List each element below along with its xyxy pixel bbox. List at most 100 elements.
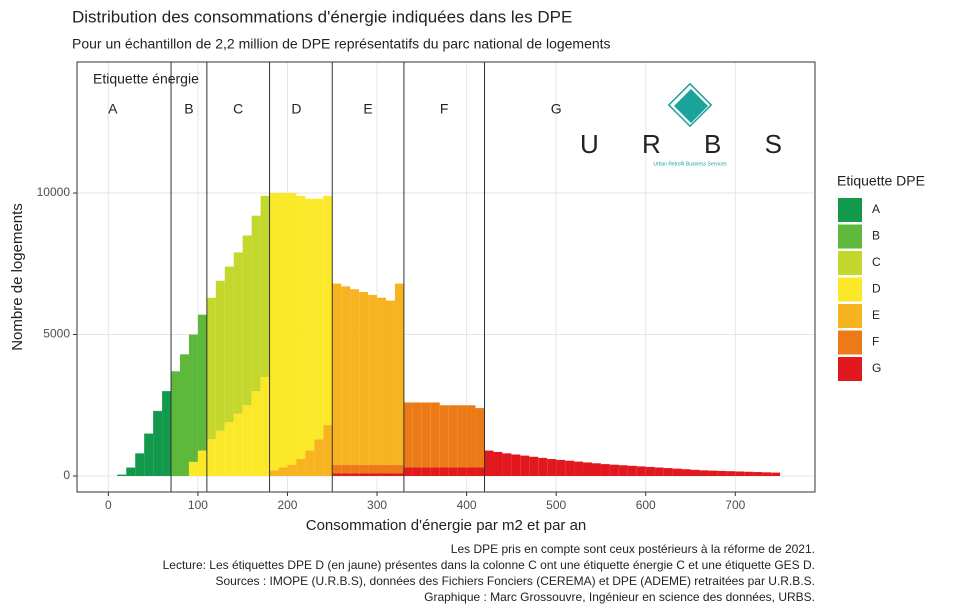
bar bbox=[215, 280, 225, 431]
legend-swatch bbox=[838, 198, 862, 222]
bar bbox=[206, 297, 216, 440]
bar bbox=[394, 464, 404, 474]
bar bbox=[421, 402, 431, 468]
x-tick-label: 600 bbox=[636, 498, 656, 512]
zone-label: C bbox=[233, 101, 243, 117]
bar bbox=[591, 463, 601, 477]
bar bbox=[403, 467, 413, 477]
bar bbox=[242, 405, 252, 477]
logo-outline bbox=[667, 82, 713, 128]
zone-label: E bbox=[363, 101, 372, 117]
bar bbox=[188, 461, 198, 477]
zone-label: D bbox=[291, 101, 301, 117]
x-tick-label: 100 bbox=[188, 498, 208, 512]
bar bbox=[260, 376, 270, 477]
bar bbox=[430, 402, 440, 468]
bar bbox=[394, 473, 404, 477]
bar bbox=[251, 391, 261, 477]
bar bbox=[323, 195, 333, 426]
bar bbox=[493, 451, 503, 477]
bar bbox=[341, 286, 351, 465]
bar bbox=[242, 235, 252, 406]
bar bbox=[645, 466, 655, 477]
bar bbox=[117, 474, 127, 477]
bar bbox=[439, 467, 449, 477]
caption: Lecture: Les étiquettes DPE D (en jaune)… bbox=[163, 558, 815, 572]
bar bbox=[350, 473, 360, 477]
x-tick-label: 400 bbox=[457, 498, 477, 512]
bar bbox=[350, 464, 360, 474]
bar bbox=[565, 460, 575, 477]
bar bbox=[717, 470, 727, 477]
bar bbox=[305, 198, 315, 451]
bar bbox=[323, 425, 333, 477]
bar bbox=[636, 466, 646, 477]
bar bbox=[484, 450, 494, 477]
legend-label: C bbox=[872, 255, 881, 269]
y-tick-label: 5000 bbox=[43, 327, 70, 341]
bar bbox=[179, 354, 189, 477]
bar bbox=[699, 470, 709, 477]
y-tick-label: 0 bbox=[63, 468, 70, 482]
bar bbox=[421, 467, 431, 477]
x-tick-label: 200 bbox=[277, 498, 297, 512]
bar bbox=[726, 471, 736, 477]
bar bbox=[627, 465, 637, 477]
caption: Sources : IMOPE (U.R.B.S), données des F… bbox=[215, 574, 815, 588]
legend-label: A bbox=[872, 202, 880, 216]
bar bbox=[502, 453, 512, 477]
bar bbox=[672, 468, 682, 477]
bar bbox=[296, 195, 306, 460]
bar bbox=[654, 467, 664, 477]
bar bbox=[618, 465, 628, 477]
bar bbox=[762, 472, 772, 477]
bar bbox=[171, 371, 180, 477]
bar bbox=[547, 459, 557, 477]
logo-text: U R B S bbox=[580, 129, 800, 159]
bar bbox=[278, 193, 288, 468]
caption: Graphique : Marc Grossouvre, Ingénieur e… bbox=[424, 590, 815, 604]
bar bbox=[663, 468, 673, 477]
bar bbox=[314, 198, 324, 440]
bar bbox=[735, 471, 745, 477]
x-tick-label: 300 bbox=[367, 498, 387, 512]
y-axis-title: Nombre de logements bbox=[9, 203, 26, 351]
bar bbox=[457, 405, 467, 468]
bar bbox=[197, 314, 207, 451]
bar bbox=[269, 470, 279, 477]
legend-label: E bbox=[872, 308, 880, 322]
bar bbox=[377, 473, 386, 477]
x-tick-label: 0 bbox=[105, 498, 112, 512]
bar bbox=[520, 455, 530, 477]
bar bbox=[368, 464, 378, 474]
bar bbox=[233, 252, 243, 414]
bar bbox=[135, 453, 145, 477]
bar bbox=[385, 464, 395, 474]
bar bbox=[162, 391, 172, 477]
bar bbox=[305, 450, 315, 477]
bar bbox=[341, 464, 351, 474]
logo: U R B S Urban Retrofit Business Services bbox=[580, 82, 800, 167]
legend-label: G bbox=[872, 361, 881, 375]
bar bbox=[448, 467, 458, 477]
bar bbox=[153, 410, 163, 477]
bar bbox=[332, 464, 342, 474]
bar bbox=[332, 473, 342, 477]
bar bbox=[377, 464, 386, 474]
legend-swatch bbox=[838, 304, 862, 328]
bar bbox=[511, 454, 521, 477]
bar bbox=[224, 422, 234, 477]
bar bbox=[332, 283, 342, 465]
bar bbox=[269, 193, 279, 471]
annotation: Etiquette énergie bbox=[93, 71, 199, 87]
bar bbox=[744, 471, 754, 477]
bar bbox=[394, 283, 404, 465]
bar bbox=[296, 459, 306, 477]
legend-swatch bbox=[838, 224, 862, 249]
bar bbox=[681, 469, 691, 477]
bar bbox=[224, 266, 234, 423]
bar bbox=[475, 408, 485, 468]
bar bbox=[278, 467, 288, 477]
zone-label: A bbox=[108, 101, 118, 117]
